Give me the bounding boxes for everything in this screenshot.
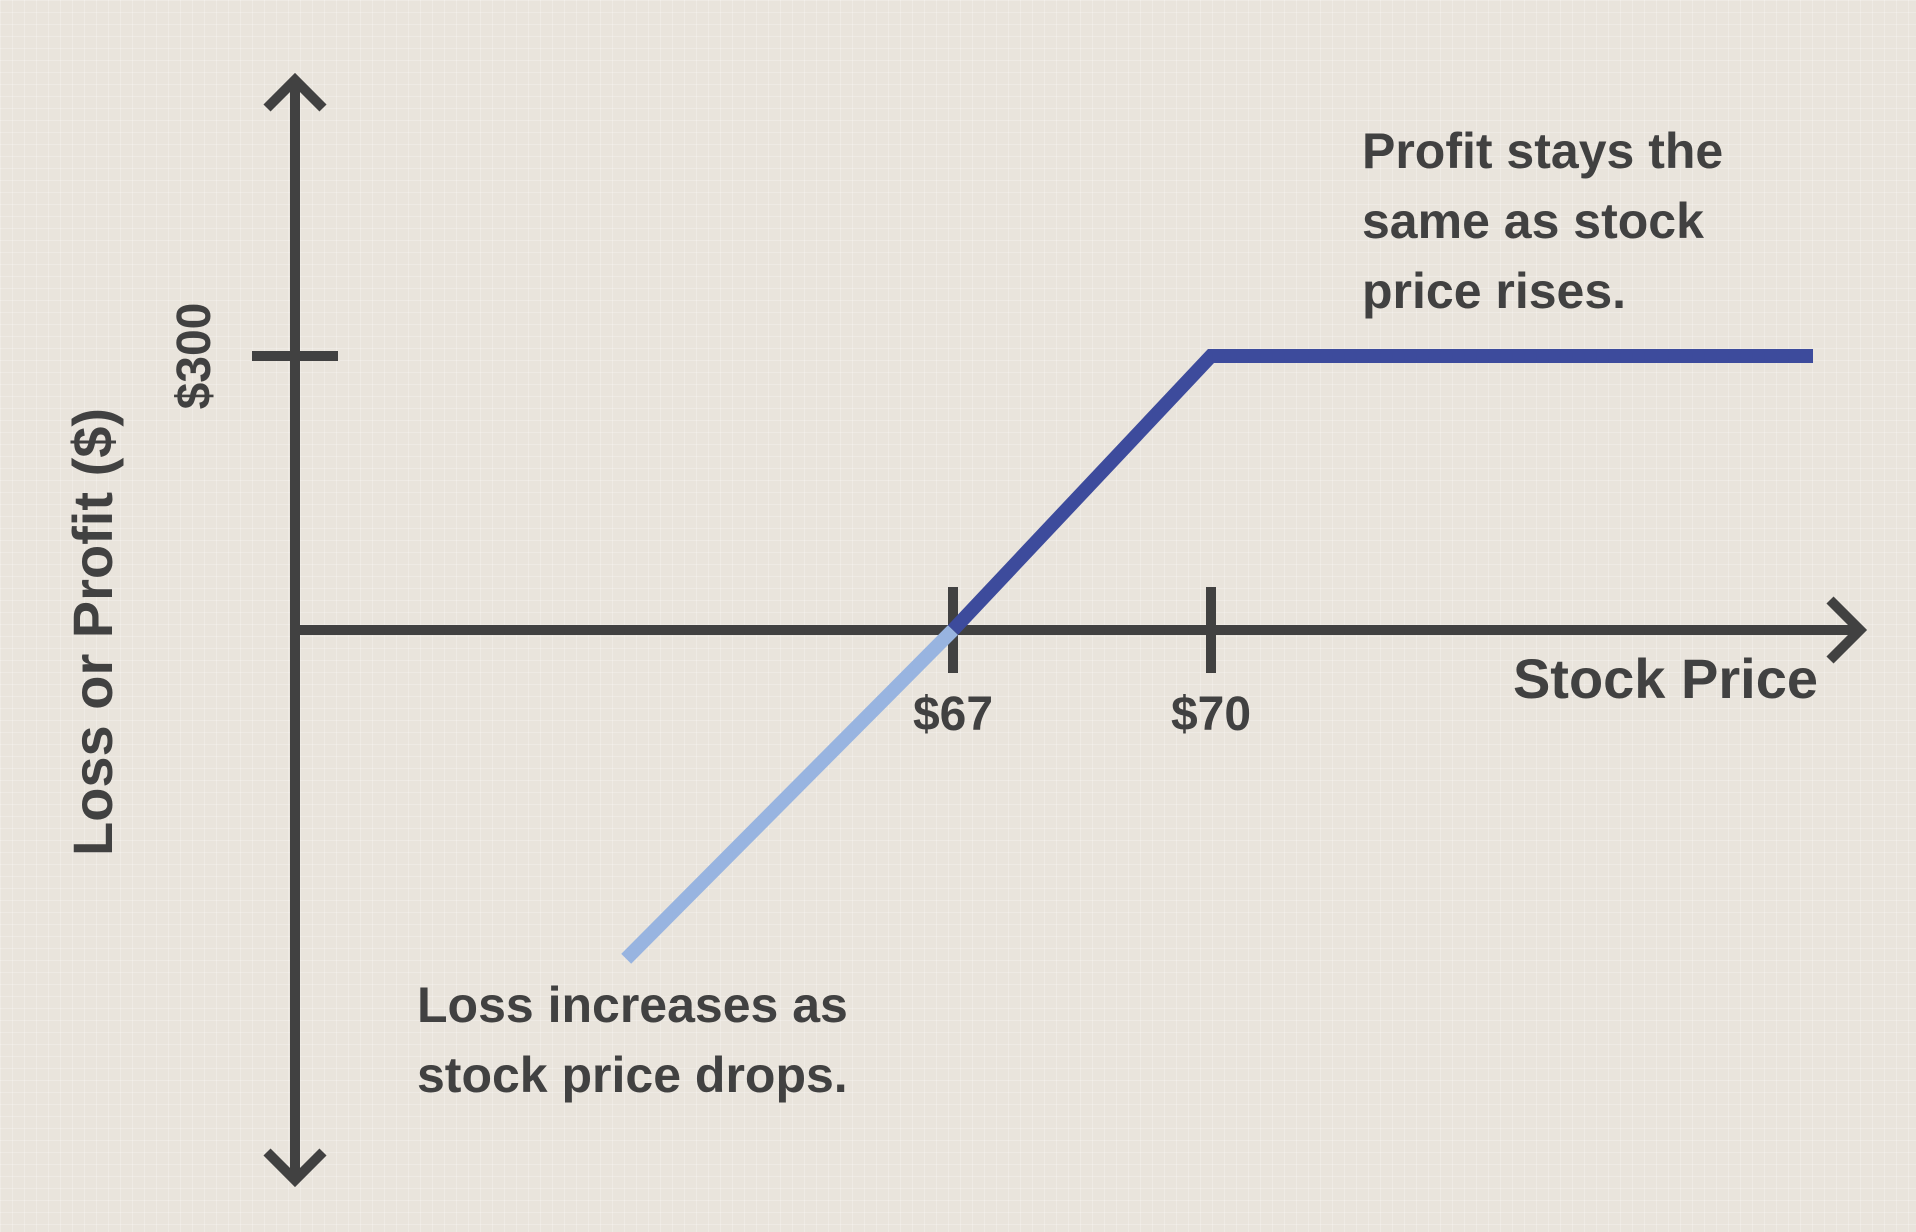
x-tick-label: $67 xyxy=(913,688,993,741)
x-tick-label: $70 xyxy=(1171,688,1251,741)
x-axis-arrow-right-icon xyxy=(1826,596,1868,664)
y-axis-arrow-down-icon xyxy=(263,1148,327,1188)
y-axis-title: Loss or Profit ($) xyxy=(61,408,124,856)
annotation-profit-line: same as stock xyxy=(1362,193,1704,249)
annotation-loss-line: Loss increases as xyxy=(417,977,848,1033)
y-tick-label: $300 xyxy=(168,303,221,410)
payoff-series xyxy=(621,349,1813,964)
annotation-profit: Profit stays the same as stock price ris… xyxy=(1362,123,1737,319)
y-ticks: $300 xyxy=(168,303,338,410)
x-axis-title: Stock Price xyxy=(1513,647,1818,710)
annotation-profit-line: Profit stays the xyxy=(1362,123,1723,179)
annotation-profit-line: price rises. xyxy=(1362,263,1626,319)
payoff-line-segment xyxy=(621,625,958,964)
payoff-line-segment xyxy=(947,349,1813,635)
y-axis-arrow-up-icon xyxy=(263,72,327,112)
annotation-loss-line: stock price drops. xyxy=(417,1047,848,1103)
annotation-loss: Loss increases as stock price drops. xyxy=(417,977,862,1103)
